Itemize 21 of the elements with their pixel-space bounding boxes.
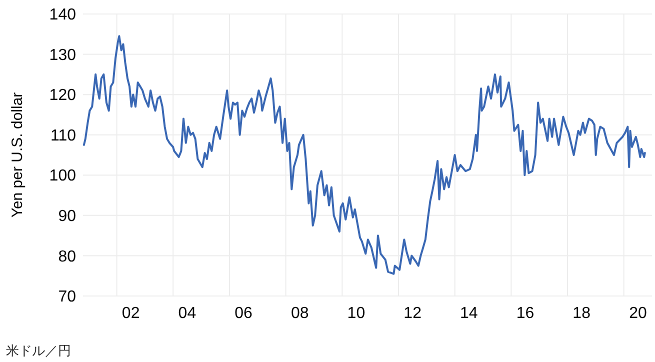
- x-tick-label: 12: [404, 305, 422, 322]
- y-tick-label: 100: [49, 168, 76, 185]
- x-tick-label: 10: [347, 305, 366, 322]
- line-series: [82, 35, 646, 275]
- x-tick-label: 02: [122, 305, 140, 322]
- y-tick-label: 130: [49, 46, 76, 64]
- x-tick-label: 16: [516, 305, 534, 322]
- y-tick-label: 90: [58, 208, 76, 226]
- x-tick-label: 04: [178, 305, 196, 322]
- x-tick-label: 20: [629, 305, 647, 322]
- x-tick-label: 06: [234, 305, 253, 322]
- text: 米ドル／円: [6, 344, 71, 359]
- x-tick-label: 14: [460, 305, 478, 322]
- y-tick-label: 140: [49, 6, 76, 24]
- y-tick-label: 110: [50, 127, 76, 144]
- y-tick-label: 80: [58, 248, 76, 266]
- x-tick-label: 08: [290, 305, 309, 322]
- y-tick-label: 70: [58, 288, 76, 306]
- y-tick-label: 120: [49, 87, 76, 104]
- x-tick-label: 18: [572, 305, 591, 322]
- y-axis-title: Yen per U.S. dollar: [9, 92, 26, 218]
